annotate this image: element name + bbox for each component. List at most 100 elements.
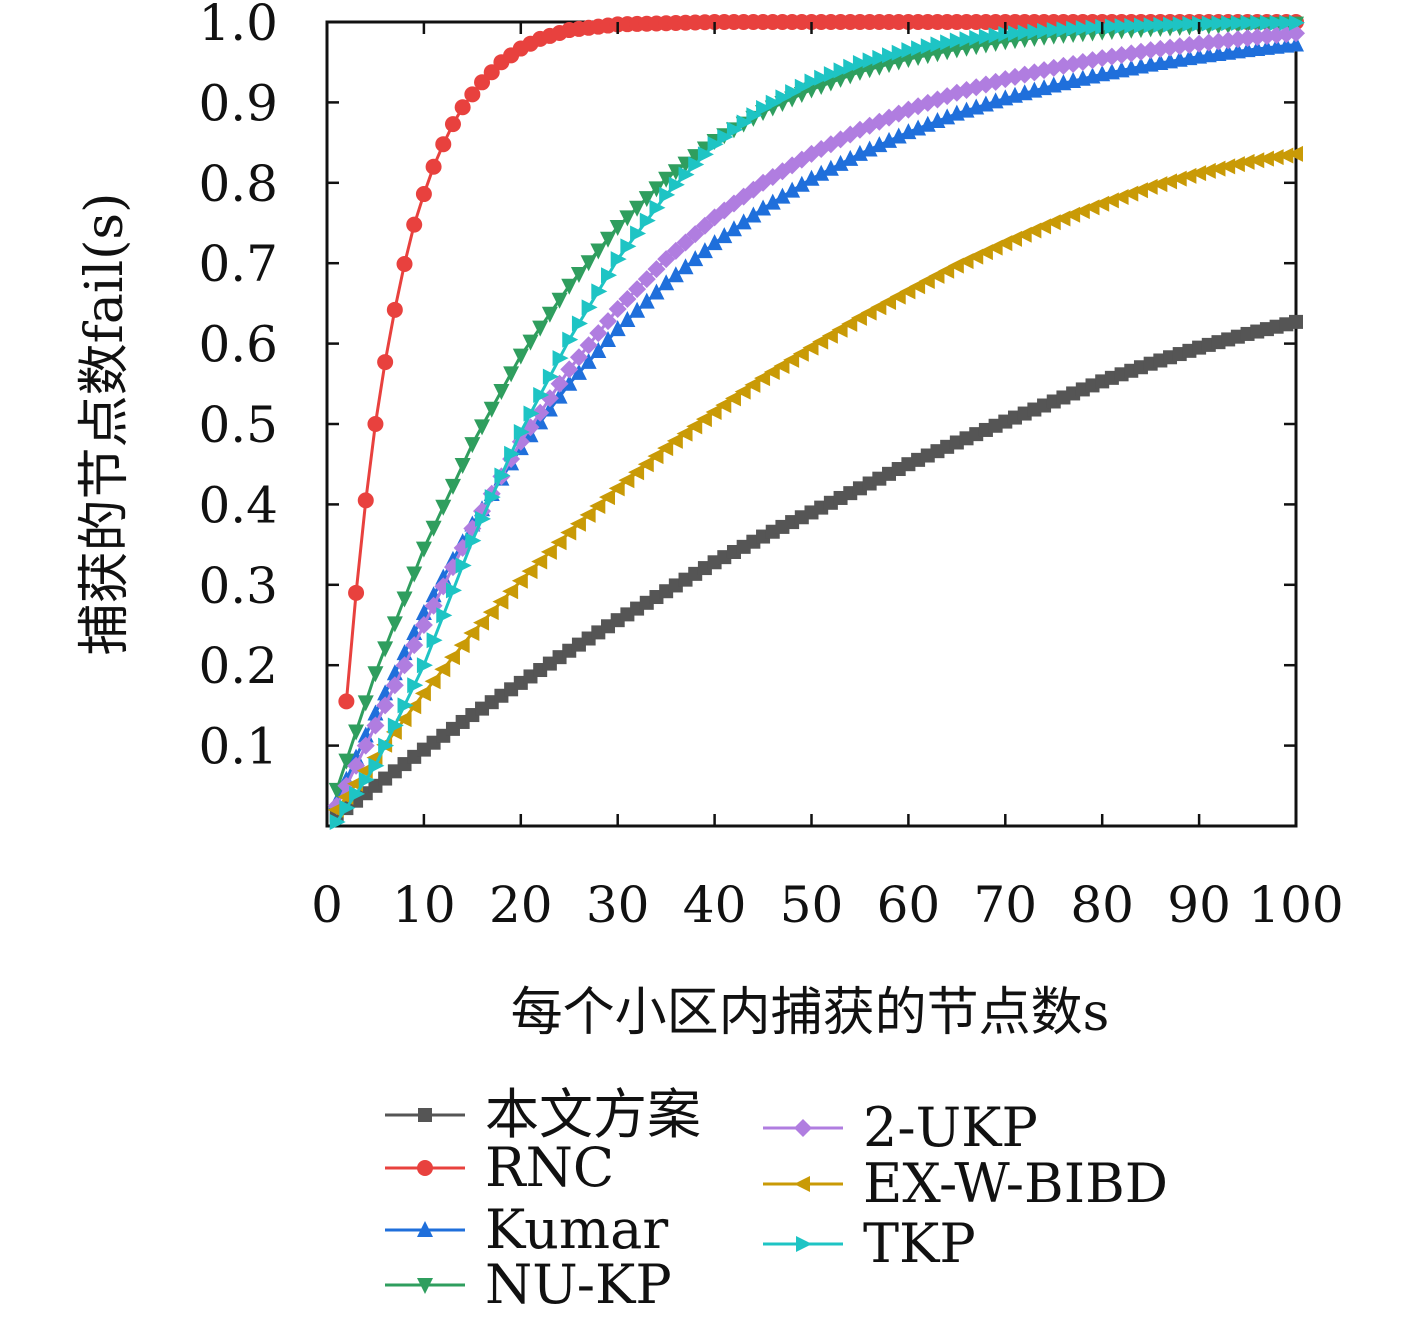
data-point (434, 661, 451, 678)
data-point (591, 283, 608, 300)
data-point (1209, 160, 1226, 177)
data-point (821, 327, 838, 344)
data-point (405, 698, 422, 715)
data-point (475, 510, 492, 527)
data-point (386, 616, 403, 633)
data-point (860, 304, 877, 321)
data-point (1211, 15, 1228, 32)
y-axis-label: 捕获的节点数fail(s) (75, 193, 135, 656)
data-point (1180, 167, 1197, 184)
data-point (376, 696, 395, 715)
data-point (1124, 17, 1141, 34)
data-point (754, 370, 771, 387)
data-point (1151, 176, 1168, 193)
data-point (647, 448, 664, 465)
data-point (628, 280, 647, 299)
data-point (812, 333, 829, 350)
data-point (562, 331, 579, 348)
data-point (356, 736, 375, 755)
data-point (930, 36, 947, 53)
data-point (338, 753, 355, 770)
data-point (736, 114, 753, 131)
data-point (405, 636, 424, 655)
data-point (745, 206, 762, 223)
data-point (589, 324, 608, 343)
plot-frame (325, 20, 1298, 828)
data-point (386, 301, 403, 318)
data-point (338, 693, 355, 710)
data-point (590, 243, 607, 260)
data-point (1172, 16, 1189, 33)
data-point (482, 604, 499, 621)
data-point (959, 31, 976, 48)
legend-marker (417, 1278, 433, 1294)
series-3 (328, 16, 1304, 799)
data-point (763, 364, 780, 381)
data-point (523, 405, 540, 422)
data-point (1289, 314, 1303, 329)
data-point (550, 374, 569, 393)
data-point (629, 200, 646, 217)
data-point (407, 677, 424, 694)
data-point (599, 312, 618, 331)
tick-layer: 0 10 20 30 40 50 60 70 80 90 100 0.1 0.2 0.3 0.4 0.5 0.6… (198, 0, 1343, 934)
data-point (1114, 18, 1131, 35)
data-point (842, 149, 859, 166)
data-point (599, 489, 616, 506)
data-point (629, 301, 646, 318)
data-point (414, 685, 431, 702)
data-point (531, 403, 550, 422)
data-point (1250, 14, 1267, 31)
data-point (377, 354, 394, 371)
data-point (697, 146, 714, 163)
data-point (453, 637, 470, 654)
legend-marker (794, 1119, 812, 1137)
data-point (978, 28, 995, 45)
data-point (560, 524, 577, 541)
data-point (716, 227, 733, 244)
x-tick-label: 90 (1167, 876, 1231, 934)
series-line (335, 22, 1297, 791)
data-point (1017, 24, 1034, 41)
data-point (590, 341, 607, 358)
data-point (444, 478, 461, 495)
data-point (686, 418, 703, 435)
data-point (1085, 19, 1102, 36)
data-point (600, 331, 617, 348)
data-point (657, 440, 674, 457)
data-point (949, 32, 966, 49)
data-point (688, 156, 705, 173)
data-point (696, 242, 713, 259)
data-point (1267, 149, 1284, 166)
data-point (415, 541, 432, 558)
data-point (414, 616, 433, 634)
data-point (765, 94, 782, 111)
data-point (493, 384, 510, 401)
legend-marker (796, 1236, 812, 1252)
data-point (823, 66, 840, 83)
data-point (521, 563, 538, 580)
data-point (435, 136, 452, 153)
data-point (659, 186, 676, 203)
data-point (474, 74, 491, 91)
data-point (464, 86, 481, 103)
data-point (385, 676, 404, 695)
data-point (667, 266, 684, 283)
y-tick-label: 0.6 (198, 316, 278, 374)
series-6 (329, 14, 1305, 830)
data-point (415, 186, 432, 203)
data-point (1289, 14, 1305, 31)
data-point (579, 336, 598, 355)
data-point (569, 348, 588, 367)
data-point (784, 181, 801, 198)
data-point (552, 350, 569, 367)
legend-item: 本文方案 (385, 1083, 701, 1146)
data-point (358, 771, 375, 788)
data-point (638, 292, 655, 309)
data-point (416, 657, 433, 674)
data-point (1221, 15, 1238, 32)
x-tick-label: 10 (392, 876, 456, 934)
data-point (746, 107, 763, 124)
data-point (569, 515, 586, 532)
